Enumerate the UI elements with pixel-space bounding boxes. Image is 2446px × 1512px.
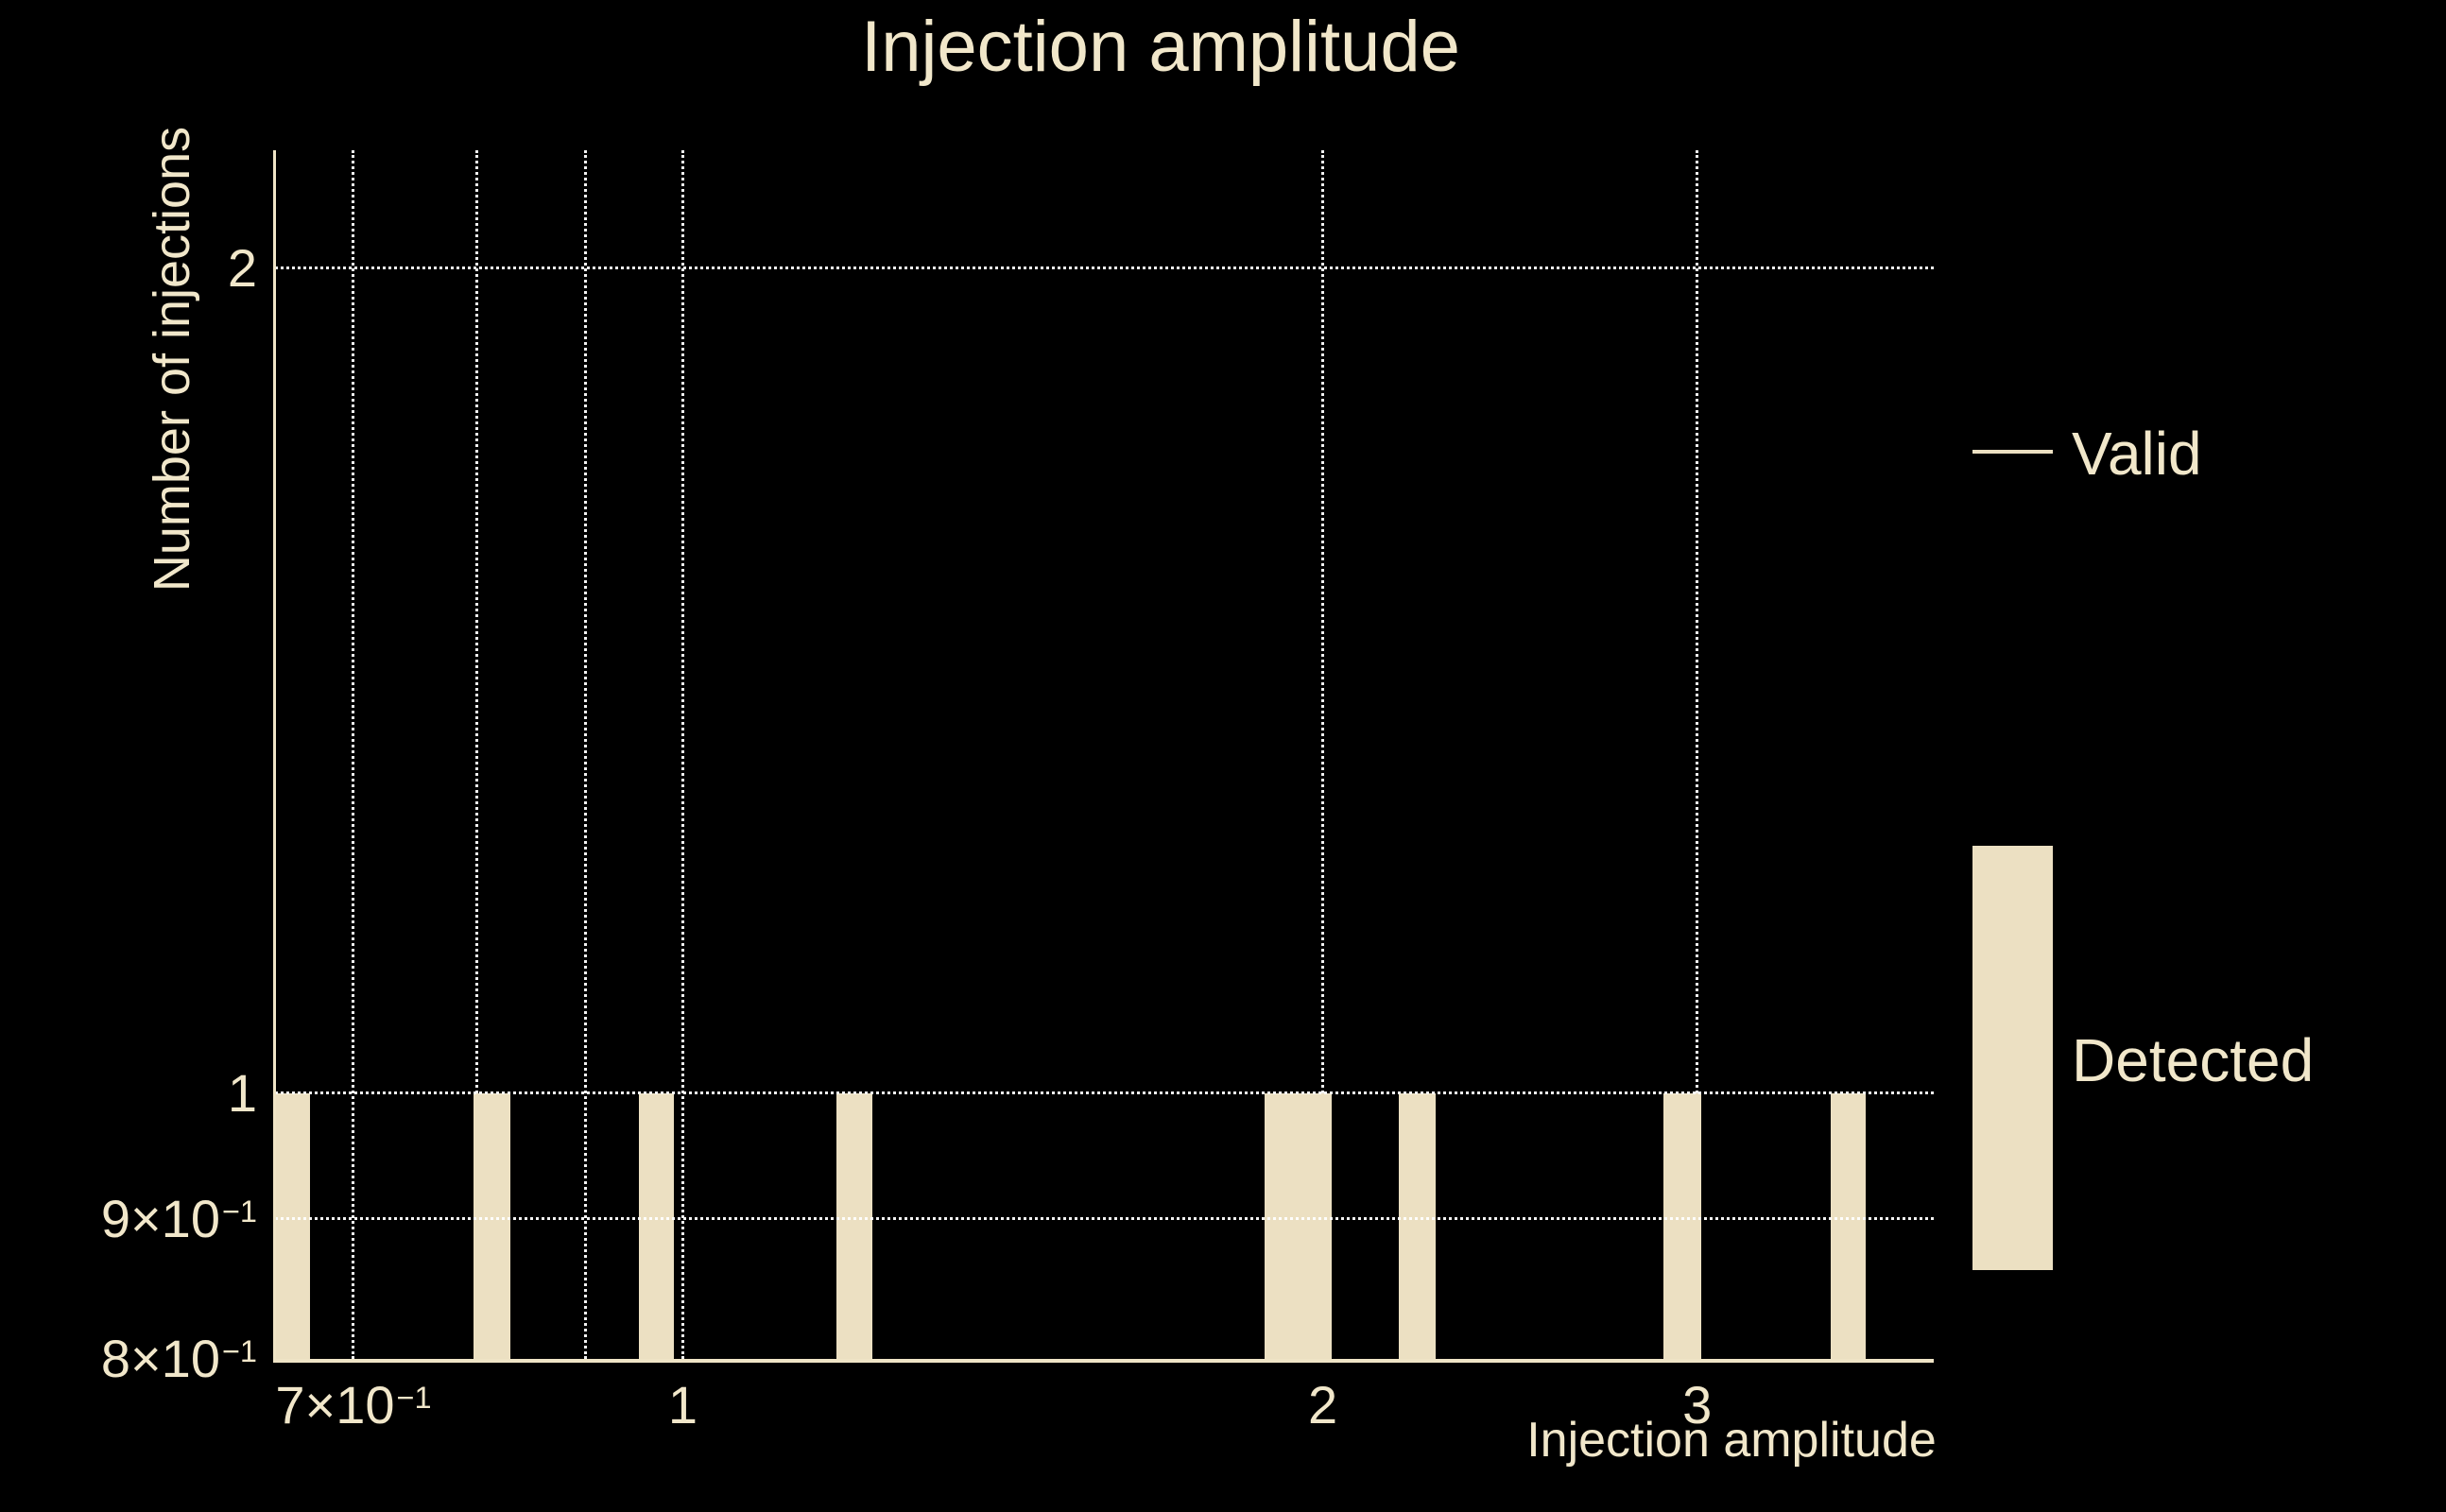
y-gridline — [275, 266, 1934, 270]
x-tick-label: 7×10−1 — [275, 1375, 432, 1435]
x-gridline — [680, 150, 684, 1359]
histogram-bar — [275, 1092, 311, 1363]
x-gridline — [474, 150, 478, 1359]
tick-exponent: −1 — [396, 1381, 432, 1416]
x-axis-line — [273, 1359, 1934, 1363]
legend-detected-label: Detected — [2072, 1026, 2315, 1094]
histogram-bar — [1399, 1092, 1437, 1363]
tick-exponent: −1 — [221, 1334, 257, 1369]
x-tick-label: 3 — [1682, 1375, 1713, 1435]
x-gridline — [1696, 150, 1699, 1359]
histogram-bar — [835, 1092, 873, 1363]
histogram-bar — [473, 1092, 511, 1363]
y-gridline — [275, 1217, 1934, 1221]
histogram-bar — [1831, 1092, 1867, 1363]
x-gridline — [352, 150, 355, 1359]
legend-detected-box-swatch — [1972, 846, 2053, 1270]
y-tick-label: 8×10−1 — [100, 1329, 257, 1388]
y-tick-label: 9×10−1 — [100, 1188, 257, 1248]
tick-exponent: −1 — [221, 1194, 257, 1229]
legend-valid-label: Valid — [2072, 420, 2202, 488]
y-tick-label: 1 — [227, 1062, 257, 1123]
histogram-bar — [639, 1092, 674, 1363]
histogram-bar — [1265, 1092, 1333, 1363]
x-tick-label: 2 — [1308, 1375, 1338, 1435]
x-gridline — [583, 150, 587, 1359]
legend-valid-line-swatch — [1972, 450, 2053, 454]
y-tick-label: 2 — [227, 237, 257, 298]
y-axis-line — [273, 150, 276, 1363]
x-axis-title: Injection amplitude — [1526, 1413, 1937, 1468]
x-gridline — [1321, 150, 1325, 1359]
histogram-bar — [1663, 1092, 1702, 1363]
x-tick-label: 1 — [667, 1375, 698, 1435]
y-gridline — [275, 1091, 1934, 1095]
chart-title: Injection amplitude — [861, 7, 1460, 87]
